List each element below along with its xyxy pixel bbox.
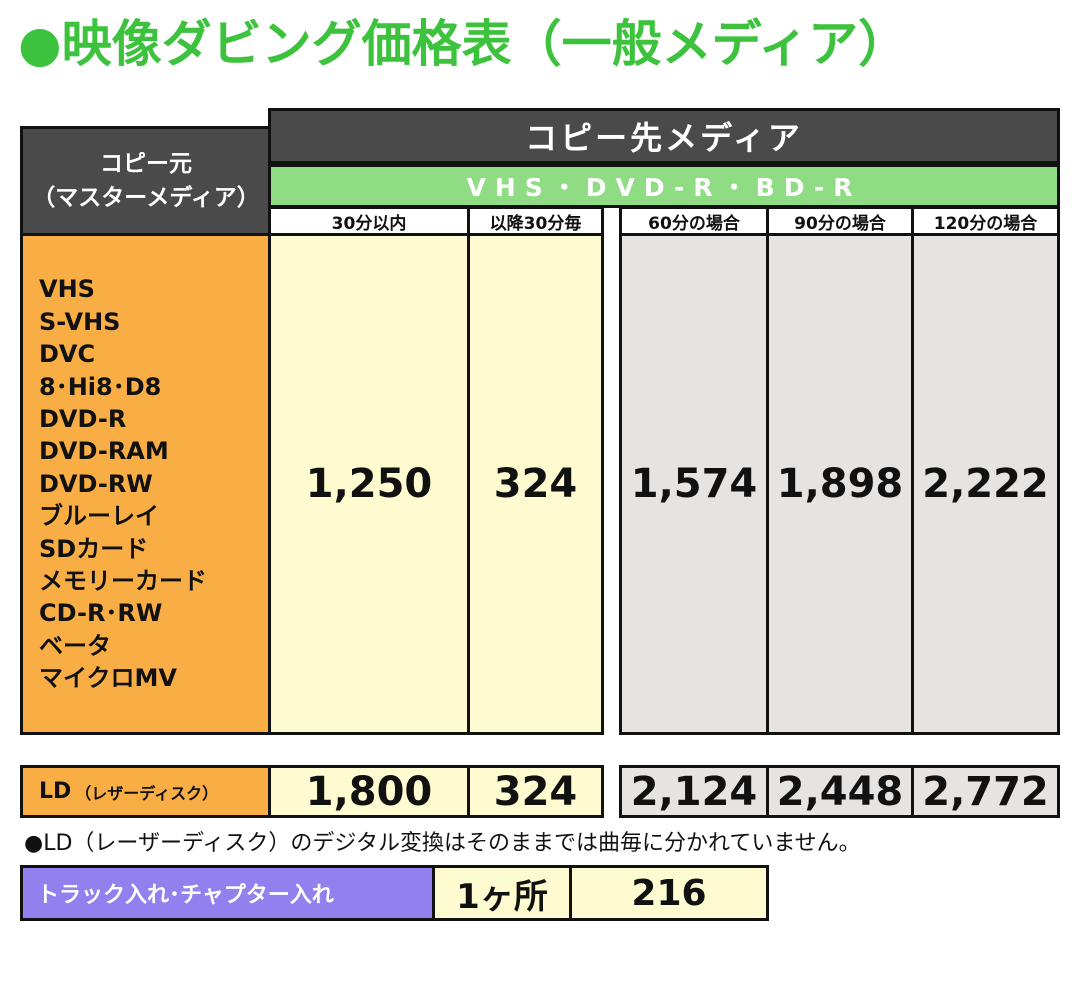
column-header-60min: 60分の場合 [619,206,769,236]
ld-price-30min: 1,800 [268,765,470,818]
ld-price-60min: 2,124 [619,765,769,818]
list-item: ブルーレイ [39,502,159,531]
track-chapter-count: 1ヶ所 [432,865,572,921]
list-item: CD-R･RW [39,599,163,628]
list-item: DVD-RW [39,469,153,498]
ld-row-label: LD （レザーディスク） [20,765,272,818]
list-item: メモリーカード [39,567,207,596]
column-header-90min: 90分の場合 [766,206,914,236]
ld-label-text: LD [39,779,72,804]
list-item: DVD-RAM [39,437,169,466]
column-header-per-30min: 以降30分毎 [467,206,604,236]
ld-label-note: （レザーディスク） [75,783,219,803]
price-120min: 2,222 [911,233,1060,735]
list-item: マイクロMV [39,664,177,693]
price-30min: 1,250 [268,233,470,735]
ld-price-per-30min: 324 [467,765,604,818]
ld-price-120min: 2,772 [911,765,1060,818]
source-media-list: VHS S-VHS DVC 8･Hi8･D8 DVD-R DVD-RAM DVD… [20,233,272,735]
list-item: SDカード [39,534,149,563]
source-media-header: コピー元 （マスターメディア） [20,126,272,236]
list-item: S-VHS [39,307,121,336]
destination-media-header: コピー先メディア [268,108,1060,164]
track-chapter-price: 216 [569,865,769,921]
track-chapter-label: トラック入れ･チャプター入れ [20,865,435,921]
source-header-line1: コピー元 [100,151,192,177]
ld-price-90min: 2,448 [766,765,914,818]
page-title: ●映像ダビング価格表（一般メディア） [18,15,909,73]
destination-media-types: VHS・DVD-R・BD-R [268,164,1060,208]
column-header-120min: 120分の場合 [911,206,1060,236]
ld-note: ●LD（レーザーディスク）のデジタル変換はそのままでは曲毎に分かれていません。 [24,831,861,856]
source-header-line2: （マスターメディア） [32,185,260,211]
column-header-30min: 30分以内 [268,206,470,236]
list-item: VHS [39,275,95,304]
price-60min: 1,574 [619,233,769,735]
list-item: ベータ [39,631,111,660]
list-item: 8･Hi8･D8 [39,372,162,401]
price-90min: 1,898 [766,233,914,735]
list-item: DVC [39,340,96,369]
list-item: DVD-R [39,404,127,433]
price-per-30min: 324 [467,233,604,735]
